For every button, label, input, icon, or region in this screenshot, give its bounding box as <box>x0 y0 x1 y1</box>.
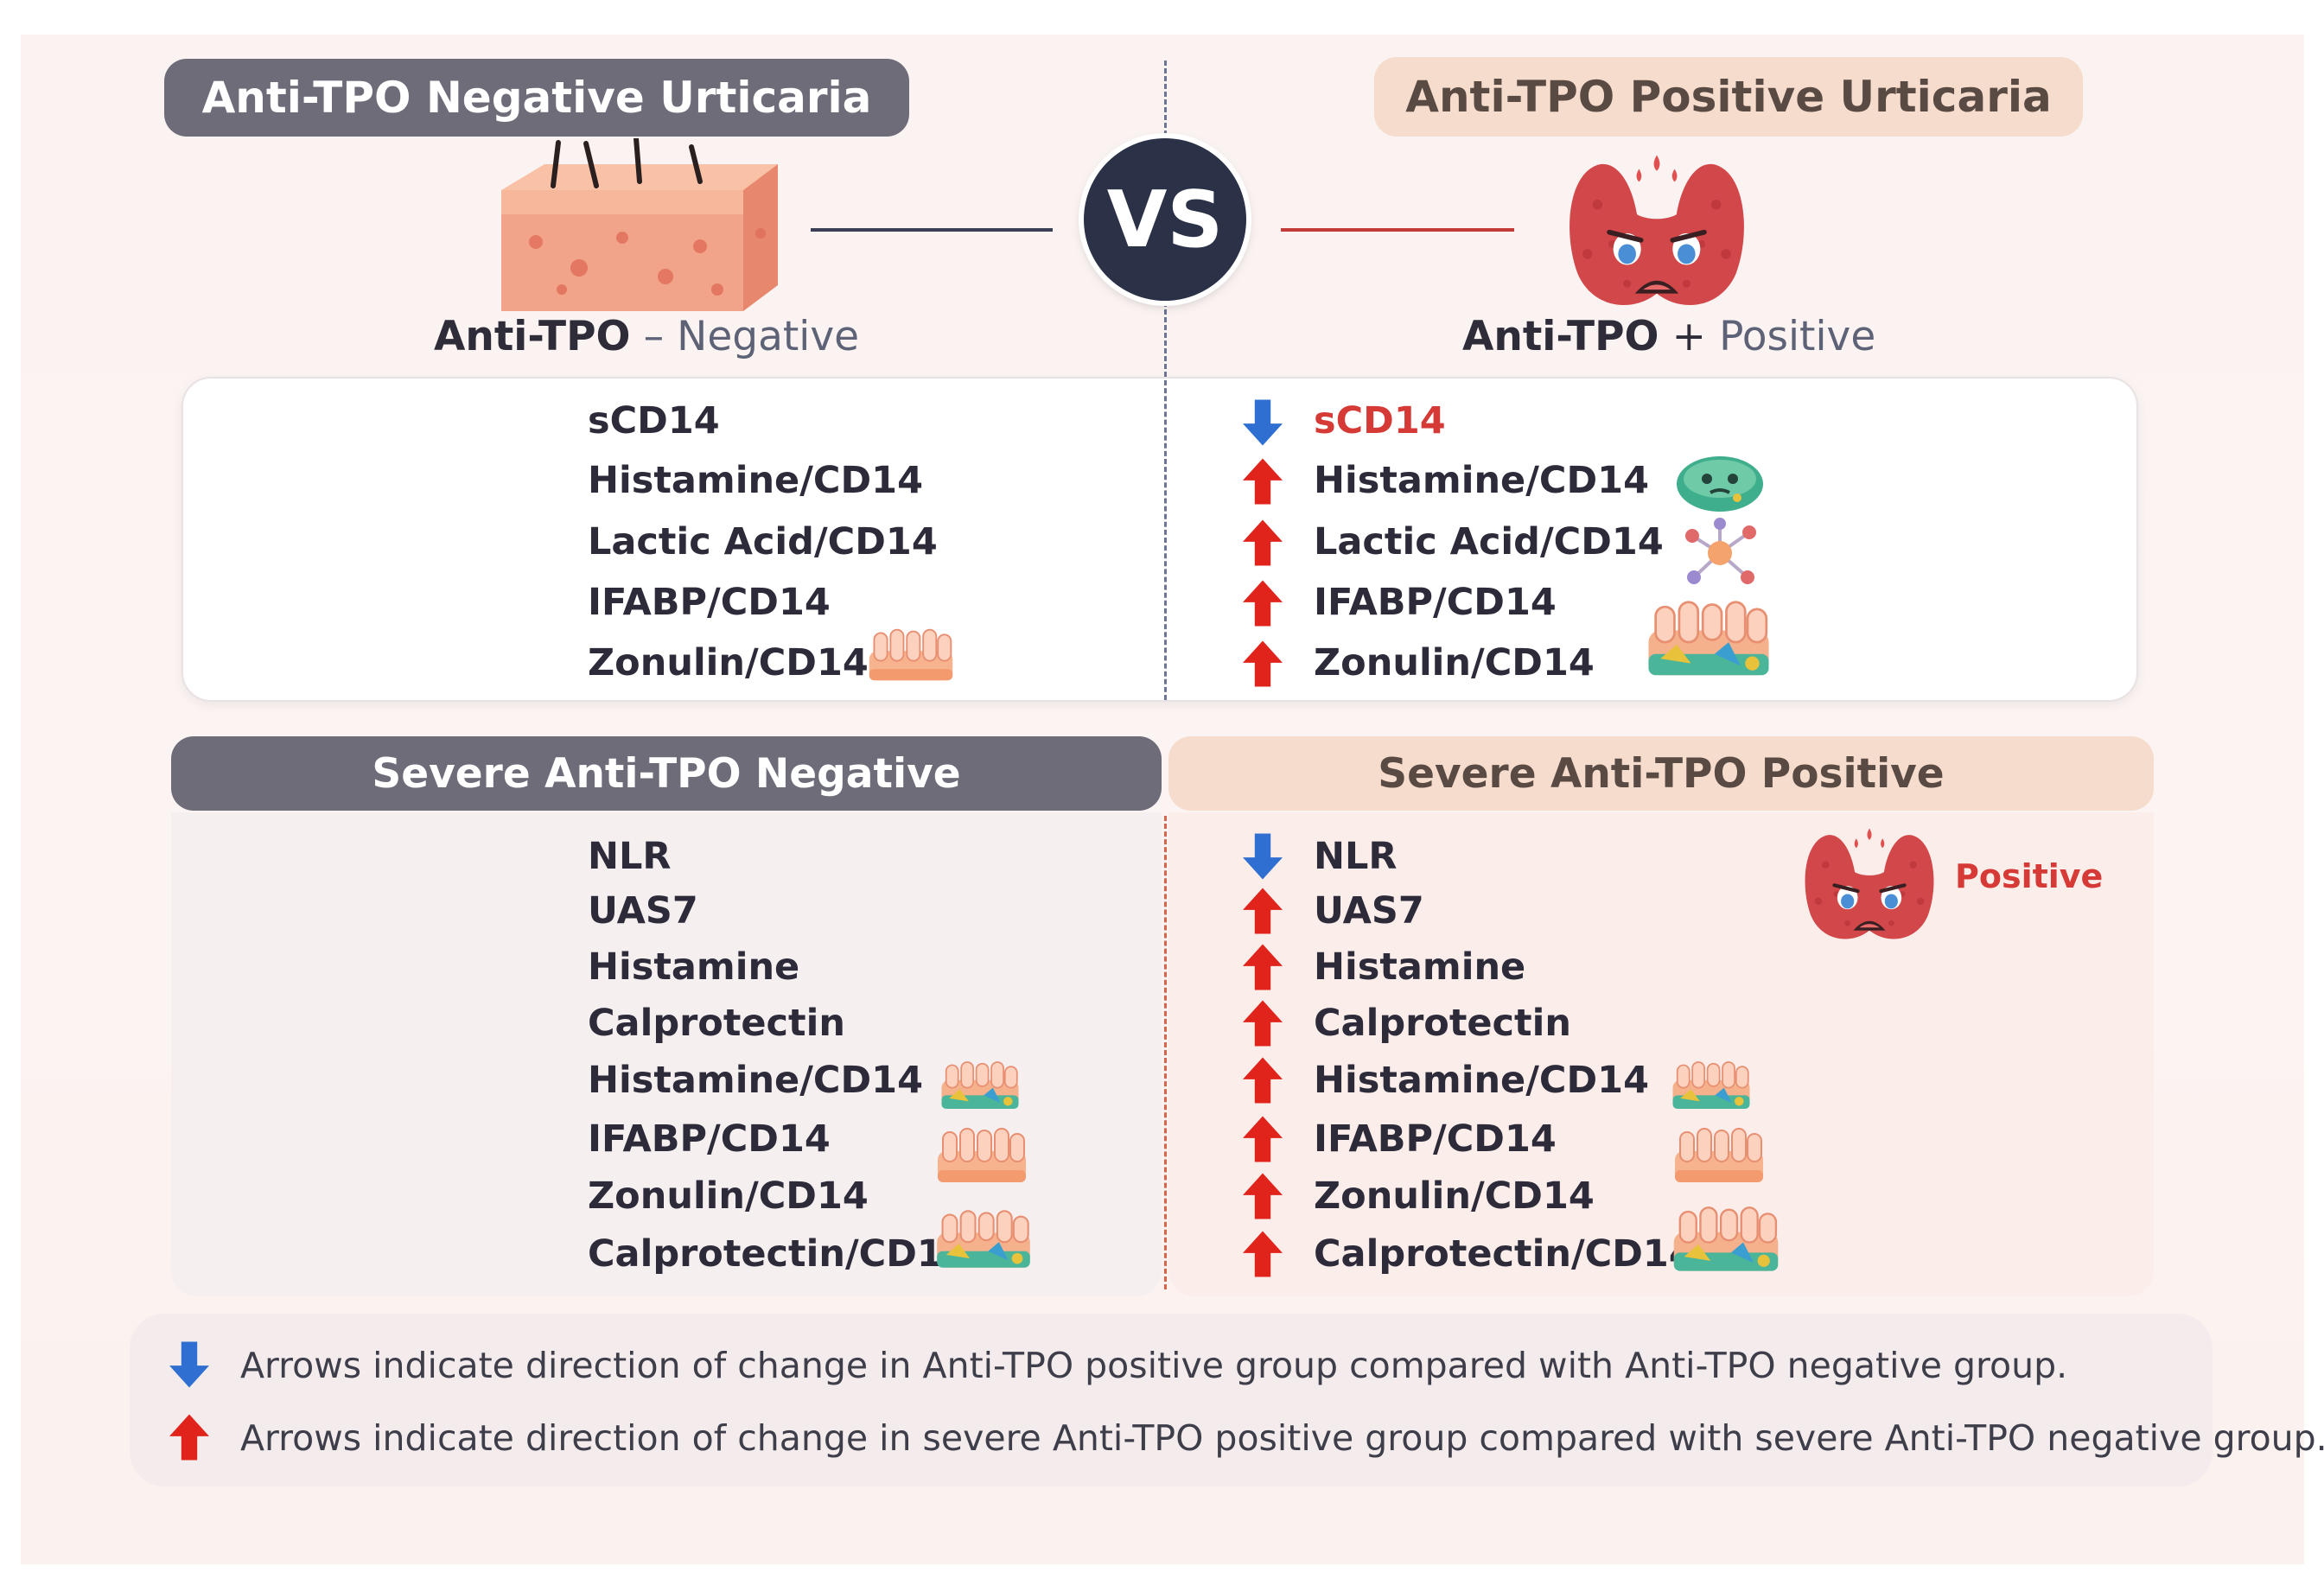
positive-label-main: Anti-TPO <box>1462 313 1659 360</box>
left-title: Anti-TPO Negative Urticaria <box>201 73 872 123</box>
severe-divider <box>1164 816 1167 1289</box>
negative-label-sub: Negative <box>677 313 860 360</box>
sad-thyroid-icon <box>1540 145 1773 323</box>
sev-pos-item-calprotectin-cd14: Calprotectin/CD14 <box>1314 1232 1695 1276</box>
intestinal-villi-icon <box>1670 1056 1753 1115</box>
arrow-down-icon <box>169 1341 209 1388</box>
arrow-up-icon <box>1243 580 1283 627</box>
severe-right-panel <box>1168 812 2154 1296</box>
legend-box <box>130 1314 2213 1486</box>
positive-label-sign: + <box>1671 313 1706 360</box>
left-connector-line <box>811 228 1053 232</box>
severe-right-title: Severe Anti-TPO Positive <box>1378 749 1945 798</box>
severe-left-title-pill: Severe Anti-TPO Negative <box>171 736 1162 811</box>
neg-item-scd14: sCD14 <box>588 399 720 442</box>
arrow-up-icon <box>1243 1000 1283 1047</box>
vs-badge: VS <box>1084 138 1246 301</box>
thyroid-positive-label: Positive <box>1955 857 2104 895</box>
comparison-box <box>181 377 2138 702</box>
arrow-up-icon <box>1243 1057 1283 1104</box>
intestinal-villi-icon <box>933 1201 1034 1277</box>
arrow-up-icon <box>1243 944 1283 990</box>
arrow-up-icon <box>1243 888 1283 934</box>
arrow-up-icon <box>1243 1116 1283 1162</box>
legend-down-text: Arrows indicate direction of change in A… <box>240 1345 2068 1386</box>
pos-item-zonulin-cd14: Zonulin/CD14 <box>1314 641 1595 684</box>
neg-item-ifabp-cd14: IFABP/CD14 <box>588 581 831 624</box>
sev-pos-item-histamine: Histamine <box>1314 945 1526 989</box>
negative-label-main: Anti-TPO <box>434 313 631 360</box>
right-title-pill: Anti-TPO Positive Urticaria <box>1374 57 2083 137</box>
intestinal-villi-icon <box>1670 1201 1782 1277</box>
negative-label-sign: – <box>643 313 665 360</box>
right-title: Anti-TPO Positive Urticaria <box>1405 72 2052 122</box>
right-connector-line <box>1281 228 1514 232</box>
sev-neg-item-histamine-cd14: Histamine/CD14 <box>588 1059 924 1102</box>
intestinal-villi-icon <box>939 1056 1022 1115</box>
arrow-up-icon <box>169 1414 209 1461</box>
arrow-up-icon <box>1243 1173 1283 1219</box>
sev-pos-item-calprotectin: Calprotectin <box>1314 1002 1571 1045</box>
pos-item-lactic-acid-cd14: Lactic Acid/CD14 <box>1314 520 1664 563</box>
neg-item-zonulin-cd14: Zonulin/CD14 <box>588 641 869 684</box>
sev-neg-item-ifabp-cd14: IFABP/CD14 <box>588 1117 831 1161</box>
positive-label: Anti-TPO + Positive <box>1462 313 1875 360</box>
arrow-down-icon <box>1243 833 1283 880</box>
sev-pos-item-histamine-cd14: Histamine/CD14 <box>1314 1059 1650 1102</box>
comparison-divider <box>1164 380 1167 700</box>
sev-neg-item-zonulin-cd14: Zonulin/CD14 <box>588 1174 869 1218</box>
arrow-up-icon <box>1243 458 1283 505</box>
intestinal-villi-icon <box>1644 593 1773 684</box>
neg-item-histamine-cd14: Histamine/CD14 <box>588 459 924 502</box>
severe-right-title-pill: Severe Anti-TPO Positive <box>1168 736 2154 811</box>
sad-thyroid-icon <box>1791 821 1948 952</box>
sev-neg-item-calprotectin-cd14: Calprotectin/CD14 <box>588 1232 969 1276</box>
pos-item-histamine-cd14: Histamine/CD14 <box>1314 459 1650 502</box>
left-title-pill: Anti-TPO Negative Urticaria <box>164 59 909 137</box>
severe-left-panel <box>171 812 1162 1296</box>
sev-neg-item-calprotectin: Calprotectin <box>588 1002 845 1045</box>
sev-pos-item-zonulin-cd14: Zonulin/CD14 <box>1314 1174 1595 1218</box>
legend-up-text: Arrows indicate direction of change in s… <box>240 1417 2324 1459</box>
intestinal-villi-icon <box>1668 1125 1770 1186</box>
sev-neg-item-uas7: UAS7 <box>588 889 698 933</box>
pos-item-ifabp-cd14: IFABP/CD14 <box>1314 581 1557 624</box>
skin-tissue-icon <box>501 138 778 311</box>
sev-pos-item-uas7: UAS7 <box>1314 889 1424 933</box>
pos-item-scd14: sCD14 <box>1314 399 1446 442</box>
arrow-up-icon <box>1243 519 1283 566</box>
vs-text: VS <box>1106 174 1224 265</box>
intestinal-villi-icon <box>866 622 956 688</box>
arrow-up-icon <box>1243 640 1283 687</box>
severe-left-title: Severe Anti-TPO Negative <box>372 749 961 798</box>
bacteria-icon <box>1677 456 1763 512</box>
negative-label: Anti-TPO – Negative <box>434 313 859 360</box>
sev-pos-item-nlr: NLR <box>1314 835 1398 878</box>
sev-pos-item-ifabp-cd14: IFABP/CD14 <box>1314 1117 1557 1161</box>
arrow-down-icon <box>1243 399 1283 446</box>
positive-label-sub: Positive <box>1719 313 1876 360</box>
intestinal-villi-icon <box>932 1125 1032 1186</box>
molecule-icon <box>1685 518 1756 584</box>
sev-neg-item-histamine: Histamine <box>588 945 800 989</box>
neg-item-lactic-acid-cd14: Lactic Acid/CD14 <box>588 520 938 563</box>
arrow-up-icon <box>1243 1231 1283 1277</box>
sev-neg-item-nlr: NLR <box>588 835 672 878</box>
